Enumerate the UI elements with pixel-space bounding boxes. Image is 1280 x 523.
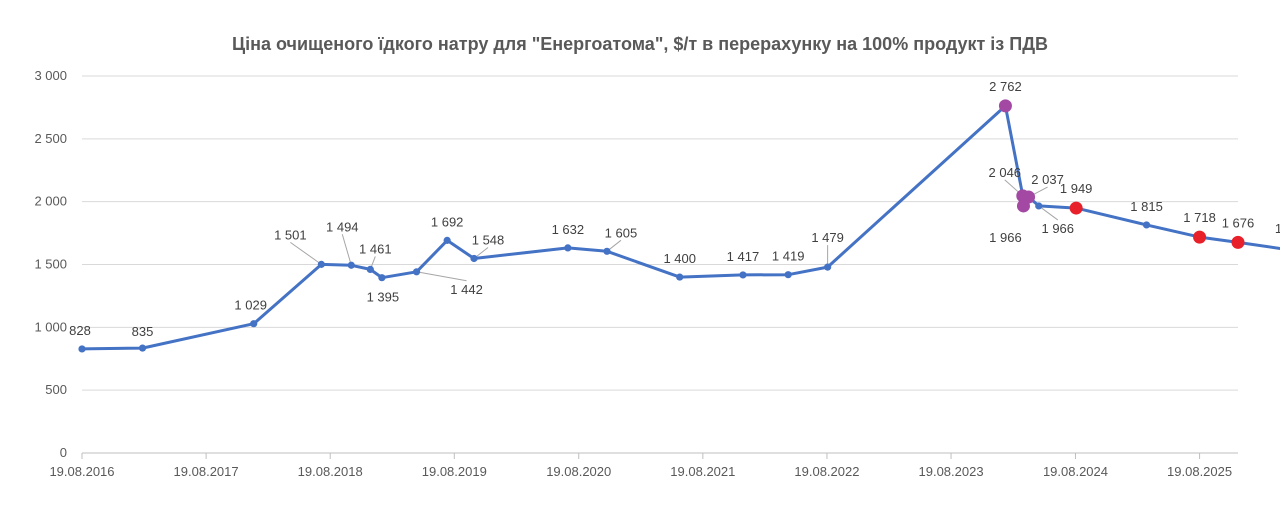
x-tick-label: 19.08.2017 xyxy=(174,464,239,479)
data-label: 1 400 xyxy=(663,251,696,266)
data-point xyxy=(784,271,792,279)
axes: 0 500 1 000 1 500 2 000 2 500 3 000 19.08.2016 1… xyxy=(34,68,1238,479)
data-label: 1 632 xyxy=(552,222,585,237)
x-tick-label: 19.08.2024 xyxy=(1043,464,1108,479)
chart-title: Ціна очищеного їдкого натру для "Енергоа… xyxy=(232,34,1048,54)
data-point xyxy=(347,261,355,269)
x-tick-label: 19.08.2020 xyxy=(546,464,611,479)
data-label: 1 461 xyxy=(359,241,392,256)
data-point xyxy=(470,254,478,263)
data-point xyxy=(138,344,147,352)
data-label: 1 949 xyxy=(1060,181,1093,196)
y-tick-label: 2 000 xyxy=(34,194,67,209)
data-point xyxy=(1022,190,1036,204)
data-label: 1 548 xyxy=(472,232,505,247)
data-label: 1 419 xyxy=(772,249,805,264)
leader-line xyxy=(341,234,352,266)
data-point xyxy=(603,247,611,255)
data-point xyxy=(378,274,386,282)
data-label: 1 442 xyxy=(450,282,483,297)
data-point xyxy=(998,99,1012,113)
data-label: 828 xyxy=(69,323,91,338)
y-tick-label: 2 500 xyxy=(34,131,67,146)
data-label: 1 676 xyxy=(1222,215,1255,230)
data-point xyxy=(739,271,747,279)
data-point xyxy=(824,263,832,271)
data-label: 1 718 xyxy=(1183,210,1216,225)
data-label: 2 762 xyxy=(989,79,1022,94)
grid-lines xyxy=(82,75,1238,391)
data-point xyxy=(78,345,86,353)
leader-line xyxy=(1038,205,1059,221)
data-label: 1 966 xyxy=(1041,221,1074,236)
data-label: 1 605 xyxy=(605,225,638,240)
y-tick-label: 0 xyxy=(60,445,67,460)
data-point xyxy=(412,268,421,276)
x-tick-label: 19.08.2016 xyxy=(49,464,114,479)
y-tick-label: 3 000 xyxy=(34,68,67,83)
data-label: 1 494 xyxy=(326,219,359,234)
data-point xyxy=(366,265,374,274)
data-label: 1 966 xyxy=(989,230,1022,245)
y-tick-label: 1 000 xyxy=(34,319,67,334)
data-label: 2 046 xyxy=(989,165,1022,180)
data-label: 2 037 xyxy=(1031,172,1064,187)
x-tick-label: 19.08.2021 xyxy=(670,464,735,479)
data-label: 1 029 xyxy=(234,298,267,313)
data-label: 835 xyxy=(132,324,154,339)
x-tick-label: 19.08.2019 xyxy=(422,464,487,479)
y-tick-label: 1 500 xyxy=(34,257,67,272)
data-label: 1 607 xyxy=(1275,221,1280,236)
data-point xyxy=(564,244,572,252)
data-point xyxy=(1231,235,1245,249)
data-label: 1 815 xyxy=(1130,199,1163,214)
leader-line xyxy=(290,241,322,265)
data-point xyxy=(1142,221,1151,229)
data-point xyxy=(1035,202,1043,210)
leader-line xyxy=(416,271,467,282)
data-label: 1 501 xyxy=(274,227,307,242)
data-label: 1 417 xyxy=(727,249,760,264)
y-tick-label: 500 xyxy=(45,382,67,397)
data-point xyxy=(1193,230,1207,244)
data-point xyxy=(1069,201,1083,215)
x-tick-label: 19.08.2022 xyxy=(794,464,859,479)
x-tick-label: 19.08.2025 xyxy=(1167,464,1232,479)
data-label: 1 692 xyxy=(431,214,464,229)
series-line-layer xyxy=(80,104,1280,351)
data-point xyxy=(676,273,684,281)
x-tick-label: 19.08.2023 xyxy=(919,464,984,479)
data-point xyxy=(250,320,258,328)
data-points xyxy=(78,99,1245,353)
series-line xyxy=(80,104,1280,351)
data-label: 1 395 xyxy=(367,290,400,305)
data-label: 1 479 xyxy=(811,230,844,245)
data-point xyxy=(317,260,325,268)
x-tick-label: 19.08.2018 xyxy=(298,464,363,479)
data-point xyxy=(443,236,451,244)
